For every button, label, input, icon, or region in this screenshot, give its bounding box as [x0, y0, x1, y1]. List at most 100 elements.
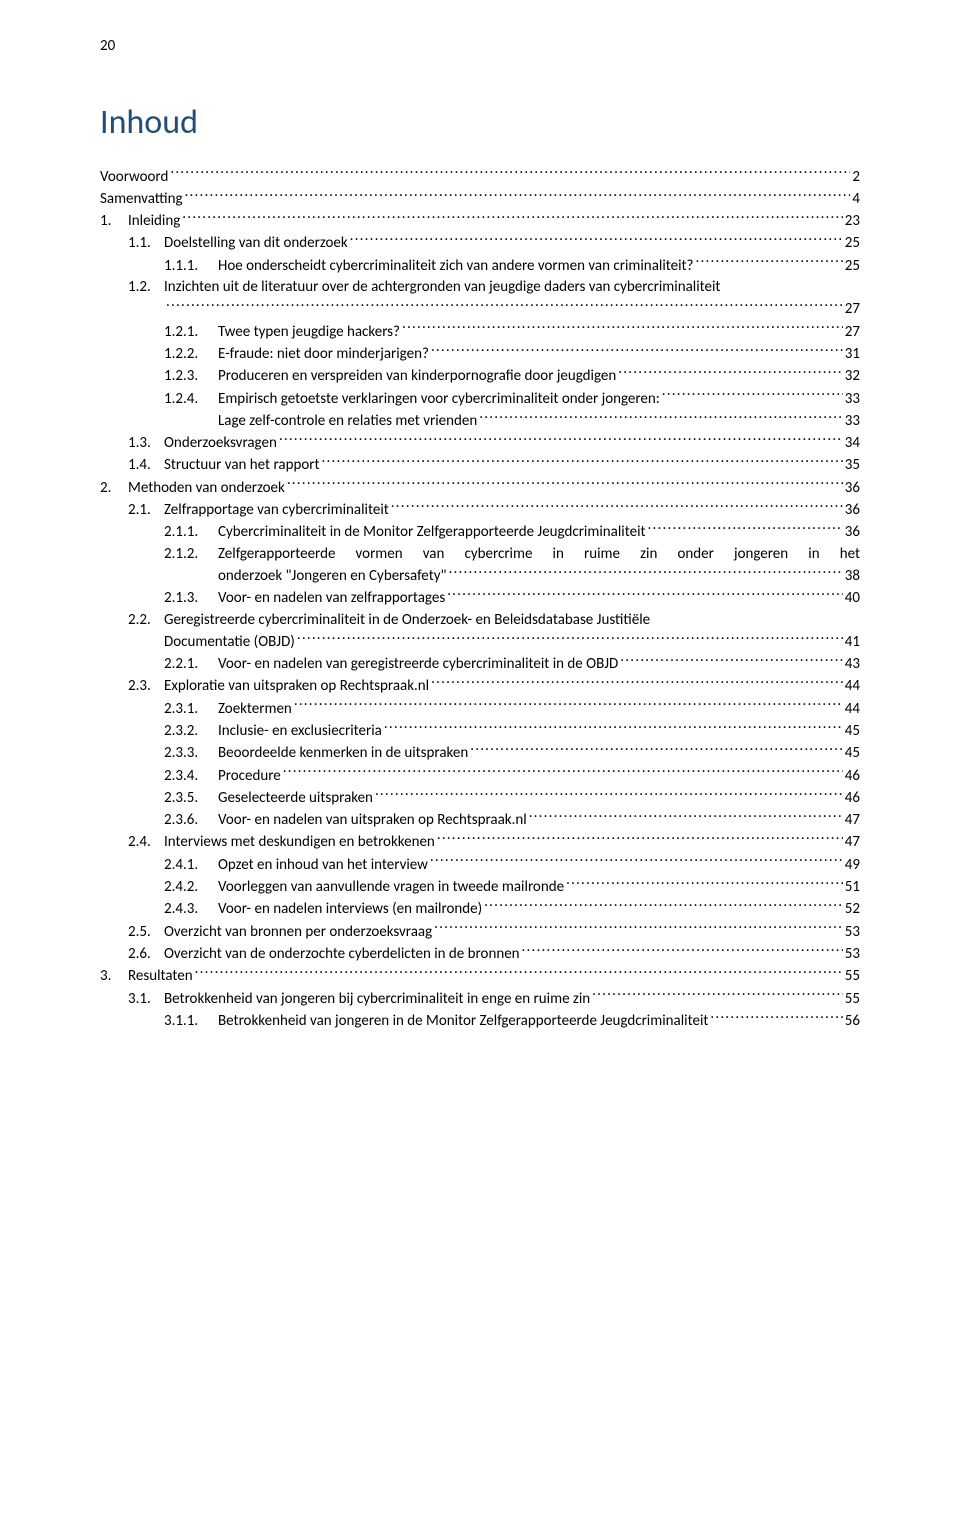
toc-entry-number: 2.1.2. [164, 544, 218, 565]
toc-entry: 2.5.Overzicht van bronnen per onderzoeks… [100, 921, 860, 943]
toc-entry-text: Lage zelf-controle en relaties met vrien… [218, 412, 477, 430]
toc-leader-dots [195, 965, 843, 980]
toc-entry-page: 55 [845, 966, 860, 987]
table-of-contents: Voorwoord 2Samenvatting 41.Inleiding 231… [100, 166, 860, 1033]
toc-entry: 1.2.Inzichten uit de literatuur over de … [100, 277, 860, 321]
toc-entry-text: Overzicht van de onderzochte cyberdelict… [164, 945, 520, 963]
toc-entry-number: 1.2.2. [164, 344, 218, 365]
toc-entry-page: 23 [845, 211, 860, 232]
toc-entry-page: 53 [845, 944, 860, 965]
toc-entry-text: Overzicht van bronnen per onderzoeksvraa… [164, 923, 432, 941]
toc-leader-dots [710, 1010, 842, 1025]
toc-entry: 2.2.1.Voor- en nadelen van geregistreerd… [100, 653, 860, 675]
toc-leader-dots [166, 298, 843, 313]
toc-entry-page: 35 [845, 455, 860, 476]
toc-entry-text: Hoe onderscheidt cybercriminaliteit zich… [218, 257, 694, 275]
toc-leader-dots [696, 255, 843, 270]
toc-entry-page: 34 [845, 433, 860, 454]
toc-entry-text: Doelstelling van dit onderzoek [164, 234, 348, 252]
toc-entry-page: 2 [852, 167, 860, 188]
toc-entry-number: 2.4. [128, 832, 164, 853]
toc-entry: 1.2.2.E-fraude: niet door minderjarigen?… [100, 343, 860, 365]
toc-entry-page: 45 [845, 743, 860, 764]
toc-entry-number: 2.5. [128, 922, 164, 943]
toc-leader-dots [322, 454, 843, 469]
toc-leader-dots [484, 898, 843, 913]
toc-entry-number: 1.1. [128, 233, 164, 254]
toc-title: Inhoud [100, 99, 860, 147]
toc-leader-dots [391, 499, 843, 514]
toc-entry-page: 38 [845, 566, 860, 587]
toc-entry: 3.1.Betrokkenheid van jongeren bij cyber… [100, 988, 860, 1010]
toc-entry-text: Opzet en inhoud van het interview [218, 856, 428, 874]
toc-entry-number: 2.3.5. [164, 788, 218, 809]
toc-entry-number: 2.4.1. [164, 855, 218, 876]
toc-entry-page: 40 [845, 588, 860, 609]
toc-entry-number: 1.2.3. [164, 366, 218, 387]
toc-entry-number: 3.1. [128, 989, 164, 1010]
toc-entry-page: 32 [845, 366, 860, 387]
toc-entry: 2.1.2.Zelfgerapporteerde vormen van cybe… [100, 544, 860, 588]
toc-entry-page: 53 [845, 922, 860, 943]
toc-entry-page: 36 [845, 522, 860, 543]
toc-entry-text: Voorleggen van aanvullende vragen in twe… [218, 878, 564, 896]
toc-entry-number: 2.3.3. [164, 743, 218, 764]
toc-entry: 1.2.1.Twee typen jeugdige hackers? 27 [100, 321, 860, 343]
toc-entry: 1.4.Structuur van het rapport 35 [100, 454, 860, 476]
toc-leader-dots [437, 831, 843, 846]
toc-entry-page: 27 [845, 299, 860, 320]
toc-entry-number: 2.3.4. [164, 766, 218, 787]
toc-entry-text: Twee typen jeugdige hackers? [218, 323, 400, 341]
toc-entry: 2.4.2.Voorleggen van aanvullende vragen … [100, 876, 860, 898]
toc-entry-text: Voor- en nadelen van zelfrapportages [218, 589, 445, 607]
toc-entry-page: 46 [845, 766, 860, 787]
toc-entry: 2.3.4.Procedure 46 [100, 765, 860, 787]
toc-entry: 1.3.Onderzoeksvragen 34 [100, 432, 860, 454]
toc-entry-number: 2.6. [128, 944, 164, 965]
toc-entry: Samenvatting 4 [100, 188, 860, 210]
toc-entry-number: 3.1.1. [164, 1011, 218, 1032]
toc-entry-text: Onderzoeksvragen [164, 434, 277, 452]
toc-entry-page: 33 [845, 411, 860, 432]
toc-entry-text: Betrokkenheid van jongeren in de Monitor… [218, 1012, 708, 1030]
toc-entry-page: 44 [845, 676, 860, 697]
toc-entry-page: 46 [845, 788, 860, 809]
toc-entry-number: 2.3. [128, 676, 164, 697]
toc-entry-text: Zelfrapportage van cybercriminaliteit [164, 501, 389, 519]
toc-entry-page: 43 [845, 654, 860, 675]
toc-entry-text: Resultaten [128, 967, 193, 985]
toc-entry-text: Cybercriminaliteit in de Monitor Zelfger… [218, 523, 646, 541]
toc-entry: 1.1.Doelstelling van dit onderzoek 25 [100, 232, 860, 254]
page-number: 20 [100, 36, 860, 57]
toc-entry-number: 2.2. [128, 610, 164, 631]
toc-entry-text: Inleiding [128, 212, 180, 230]
toc-entry-page: 36 [845, 478, 860, 499]
toc-entry-number: 2.3.2. [164, 721, 218, 742]
toc-entry-text: Beoordeelde kenmerken in de uitspraken [218, 744, 468, 762]
toc-leader-dots [350, 232, 843, 247]
toc-leader-dots [287, 477, 843, 492]
toc-entry: 2.3.6.Voor- en nadelen van uitspraken op… [100, 809, 860, 831]
toc-entry: 2.Methoden van onderzoek 36 [100, 477, 860, 499]
toc-entry: 2.4.Interviews met deskundigen en betrok… [100, 831, 860, 853]
toc-leader-dots [279, 432, 843, 447]
toc-entry-number: 1.2.4. [164, 389, 218, 410]
toc-entry-number: 1.2. [128, 277, 164, 298]
toc-leader-dots [529, 809, 843, 824]
toc-entry-text: Voor- en nadelen van uitspraken op Recht… [218, 811, 527, 829]
toc-leader-dots [283, 765, 843, 780]
toc-leader-dots [182, 210, 843, 225]
toc-entry-number: 2.4.2. [164, 877, 218, 898]
toc-entry-page: 41 [845, 632, 860, 653]
toc-entry-page: 36 [845, 500, 860, 521]
toc-entry-number: 3. [100, 966, 128, 987]
toc-entry-page: 56 [845, 1011, 860, 1032]
toc-leader-dots [170, 166, 850, 181]
toc-entry-text: Zoektermen [218, 700, 292, 718]
toc-entry-text: Geselecteerde uitspraken [218, 789, 373, 807]
toc-entry-text: Betrokkenheid van jongeren bij cybercrim… [164, 990, 590, 1008]
toc-entry-number: 1.3. [128, 433, 164, 454]
toc-entry-number: 2.3.6. [164, 810, 218, 831]
toc-leader-dots [185, 188, 851, 203]
toc-entry-number: 2.4.3. [164, 899, 218, 920]
